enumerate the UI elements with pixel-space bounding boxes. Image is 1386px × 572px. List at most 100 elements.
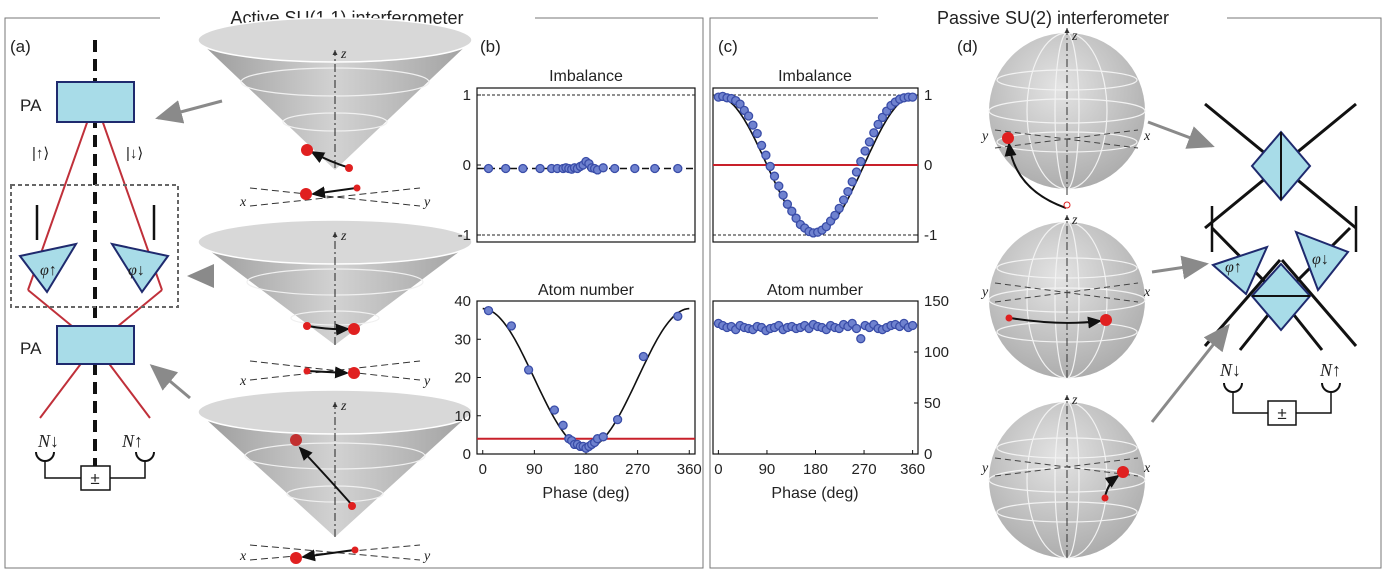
right-title: Passive SU(2) interferometer bbox=[937, 8, 1169, 28]
data-point bbox=[856, 334, 866, 344]
cone-3: z x y bbox=[197, 389, 473, 564]
data-point bbox=[501, 163, 511, 174]
chart-b-atom: Atom number Phase (deg) 0 10 20 30 40 0 90 180 2… bbox=[454, 282, 701, 502]
pm-a: ± bbox=[90, 469, 99, 488]
data-point bbox=[877, 112, 888, 123]
ket-down: |↓⟩ bbox=[126, 145, 143, 162]
detector-right bbox=[135, 451, 155, 462]
gray-arrow-d1 bbox=[1147, 120, 1215, 149]
schematic-d: φ↑ φ↓ N↓ N↑ ± bbox=[1147, 102, 1358, 426]
pa-label-top: PA bbox=[20, 96, 42, 115]
z-label-s3: z bbox=[1071, 393, 1078, 408]
x-label-2: x bbox=[239, 374, 247, 389]
data-point bbox=[907, 92, 918, 102]
panel-label-b: (b) bbox=[480, 37, 501, 56]
data-point bbox=[869, 128, 879, 138]
data-point bbox=[523, 365, 534, 375]
chart-b-imbalance: Imbalance -1 0 1 bbox=[458, 68, 696, 244]
x-label-3: x bbox=[239, 549, 247, 564]
data-point bbox=[650, 163, 660, 174]
z-label-2: z bbox=[340, 229, 347, 244]
gray-arrow-a1 bbox=[155, 99, 223, 124]
right-frame bbox=[709, 17, 1382, 569]
data-point bbox=[838, 195, 849, 205]
chart-b-atom-xlabel: Phase (deg) bbox=[542, 485, 629, 502]
data-point bbox=[873, 119, 883, 130]
data-point bbox=[610, 163, 620, 174]
data-point bbox=[765, 161, 775, 172]
detector-d-right bbox=[1321, 382, 1341, 393]
pa-box-top bbox=[56, 81, 135, 123]
x-tick-label: 180 bbox=[803, 461, 828, 478]
data-point bbox=[843, 186, 853, 197]
x-label-1: x bbox=[239, 195, 247, 210]
data-point bbox=[630, 163, 640, 174]
data-point bbox=[743, 111, 754, 121]
y-tick-label: 1 bbox=[463, 87, 471, 104]
data-point bbox=[830, 210, 840, 221]
x-tick-label: 360 bbox=[900, 461, 925, 478]
data-point bbox=[769, 171, 780, 181]
data-point bbox=[638, 351, 649, 362]
cone-2: z x y bbox=[197, 219, 473, 389]
data-point bbox=[612, 414, 623, 425]
data-point bbox=[907, 320, 918, 331]
data-point bbox=[834, 203, 844, 214]
data-point bbox=[856, 156, 866, 167]
x-tick-label: 0 bbox=[714, 461, 722, 478]
data-point bbox=[778, 190, 788, 200]
y-tick-label: 0 bbox=[463, 157, 471, 174]
chart-b-imbalance-title: Imbalance bbox=[549, 68, 623, 85]
x-tick-label: 180 bbox=[573, 461, 598, 478]
panel-label-d: (d) bbox=[957, 37, 978, 56]
x-label-s3: x bbox=[1143, 461, 1151, 476]
n-down-a: N↓ bbox=[37, 431, 59, 451]
x-tick-label: 270 bbox=[625, 461, 650, 478]
panel-label-a: (a) bbox=[10, 37, 31, 56]
y-tick-label: 150 bbox=[924, 293, 949, 310]
data-point bbox=[549, 405, 560, 415]
ket-up: |↑⟩ bbox=[32, 145, 49, 162]
x-tick-label: 0 bbox=[479, 461, 487, 478]
z-label-3: z bbox=[340, 399, 347, 414]
x-label-s1: x bbox=[1143, 129, 1151, 144]
sphere-2: z y x bbox=[980, 213, 1151, 379]
pm-d: ± bbox=[1277, 404, 1286, 423]
pa-label-bottom: PA bbox=[20, 339, 42, 358]
chart-c-atom: Atom number Phase (deg) 0 50 100 150 0 90 180 2… bbox=[712, 282, 949, 502]
x-tick-label: 360 bbox=[677, 461, 702, 478]
phi-down-d: φ↓ bbox=[1312, 251, 1329, 268]
phi-up-d: φ↑ bbox=[1225, 259, 1242, 276]
y-tick-label: 30 bbox=[454, 331, 471, 348]
phi-up-a: φ↑ bbox=[40, 262, 57, 279]
schematic-a: PA PA |↑⟩ |↓⟩ φ↑ φ↓ N↓ N↑ ± bbox=[10, 40, 223, 491]
detector-left bbox=[35, 451, 55, 462]
sphere-3: z y x bbox=[980, 393, 1151, 559]
z-label-s1: z bbox=[1071, 29, 1078, 44]
phi-down-a: φ↓ bbox=[128, 262, 145, 279]
data-point bbox=[864, 137, 875, 147]
y-tick-label: 100 bbox=[924, 344, 949, 361]
x-label-s2: x bbox=[1143, 285, 1151, 300]
y-tick-label: 20 bbox=[454, 370, 471, 387]
data-point bbox=[761, 150, 771, 160]
y-label-2: y bbox=[422, 374, 431, 389]
x-tick-label: 90 bbox=[526, 461, 543, 478]
data-point bbox=[791, 213, 801, 223]
left-frame bbox=[4, 17, 704, 569]
data-point bbox=[735, 99, 745, 109]
z-label-s2: z bbox=[1071, 213, 1078, 228]
data-point bbox=[860, 146, 870, 156]
charts: Imbalance -1 0 1 Atom number Phase (deg) 0… bbox=[454, 68, 949, 502]
data-point bbox=[782, 199, 793, 209]
phase-box bbox=[10, 184, 179, 308]
y-tick-label: 0 bbox=[924, 157, 932, 174]
y-tick-label: 0 bbox=[924, 446, 932, 463]
data-point bbox=[748, 120, 758, 130]
x-tick-label: 90 bbox=[759, 461, 776, 478]
data-point bbox=[851, 323, 862, 334]
n-up-d: N↑ bbox=[1319, 360, 1341, 380]
chart-c-atom-xlabel: Phase (deg) bbox=[771, 485, 858, 502]
y-label-s3: y bbox=[980, 461, 989, 476]
y-label-s1: y bbox=[980, 129, 989, 144]
